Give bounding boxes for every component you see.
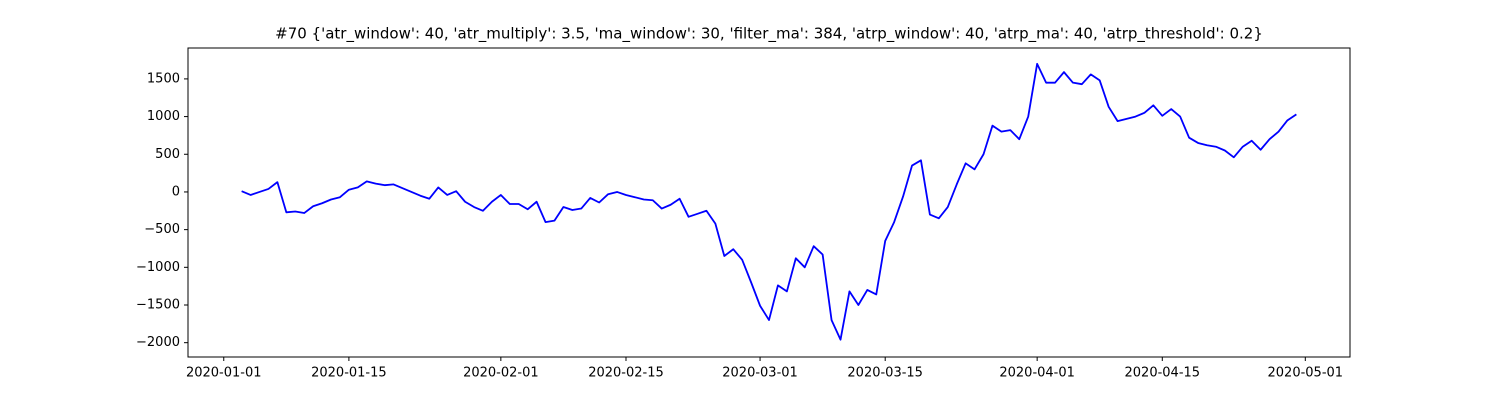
y-tick-label: 500 bbox=[155, 147, 180, 162]
y-tick-label: 1000 bbox=[147, 109, 180, 124]
x-tick-label: 2020-05-01 bbox=[1268, 366, 1344, 381]
y-tick-label: −2000 bbox=[136, 335, 180, 350]
x-tick-label: 2020-04-15 bbox=[1125, 366, 1201, 381]
y-tick-label: 1500 bbox=[147, 71, 180, 86]
x-tick-label: 2020-02-01 bbox=[463, 366, 539, 381]
x-tick-label: 2020-01-15 bbox=[311, 366, 387, 381]
x-tick-label: 2020-03-01 bbox=[722, 366, 798, 381]
y-tick-label: 0 bbox=[172, 184, 180, 199]
y-tick-label: −500 bbox=[144, 222, 180, 237]
x-tick-label: 2020-04-01 bbox=[999, 366, 1075, 381]
chart-title: #70 {'atr_window': 40, 'atr_multiply': 3… bbox=[275, 25, 1263, 44]
x-tick-label: 2020-03-15 bbox=[847, 366, 923, 381]
data-line bbox=[241, 62, 1297, 341]
x-tick-label: 2020-02-15 bbox=[588, 366, 664, 381]
plot-frame bbox=[187, 47, 1351, 358]
y-tick-label: −1500 bbox=[136, 297, 180, 312]
y-tick-label: −1000 bbox=[136, 260, 180, 275]
x-tick-label: 2020-01-01 bbox=[186, 366, 262, 381]
